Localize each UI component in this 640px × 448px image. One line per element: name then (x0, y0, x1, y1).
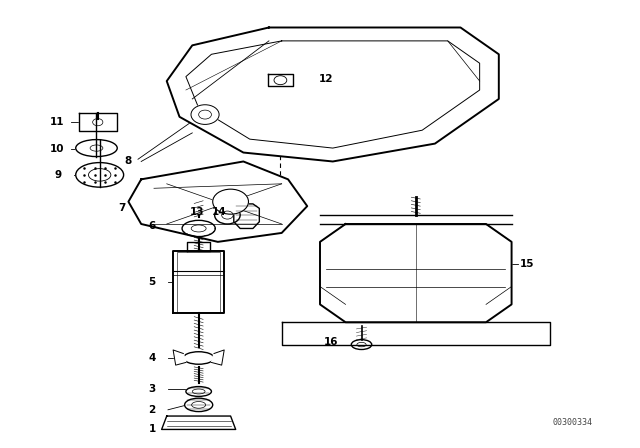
Circle shape (214, 206, 240, 224)
Text: 3: 3 (148, 384, 156, 394)
Ellipse shape (183, 352, 214, 364)
Text: 8: 8 (125, 156, 132, 167)
Polygon shape (167, 27, 499, 161)
Polygon shape (282, 322, 550, 345)
Text: 14: 14 (212, 207, 227, 217)
Text: 10: 10 (50, 144, 64, 154)
Text: 00300334: 00300334 (552, 418, 592, 427)
Text: 11: 11 (50, 117, 64, 127)
Polygon shape (173, 350, 186, 365)
Polygon shape (129, 161, 307, 242)
Polygon shape (173, 251, 224, 313)
Text: 4: 4 (148, 353, 156, 363)
Polygon shape (234, 204, 259, 228)
Polygon shape (187, 242, 210, 251)
Text: 9: 9 (54, 170, 61, 180)
Polygon shape (79, 113, 117, 131)
Ellipse shape (76, 140, 117, 156)
Text: 2: 2 (148, 405, 156, 415)
Text: 12: 12 (319, 74, 333, 84)
Ellipse shape (186, 387, 211, 396)
Polygon shape (162, 416, 236, 430)
Ellipse shape (76, 163, 124, 187)
Polygon shape (320, 224, 511, 322)
Text: 16: 16 (324, 337, 338, 347)
Text: 15: 15 (520, 259, 535, 269)
Circle shape (212, 189, 248, 214)
Text: 6: 6 (148, 221, 156, 231)
Text: 1: 1 (148, 424, 156, 435)
Ellipse shape (351, 340, 372, 349)
Polygon shape (320, 215, 511, 224)
Polygon shape (211, 350, 224, 365)
Circle shape (191, 105, 219, 125)
Text: 5: 5 (148, 277, 156, 287)
Polygon shape (268, 74, 293, 86)
Text: 7: 7 (118, 203, 125, 213)
Text: 13: 13 (190, 207, 205, 217)
Ellipse shape (184, 398, 212, 412)
Ellipse shape (182, 220, 215, 237)
